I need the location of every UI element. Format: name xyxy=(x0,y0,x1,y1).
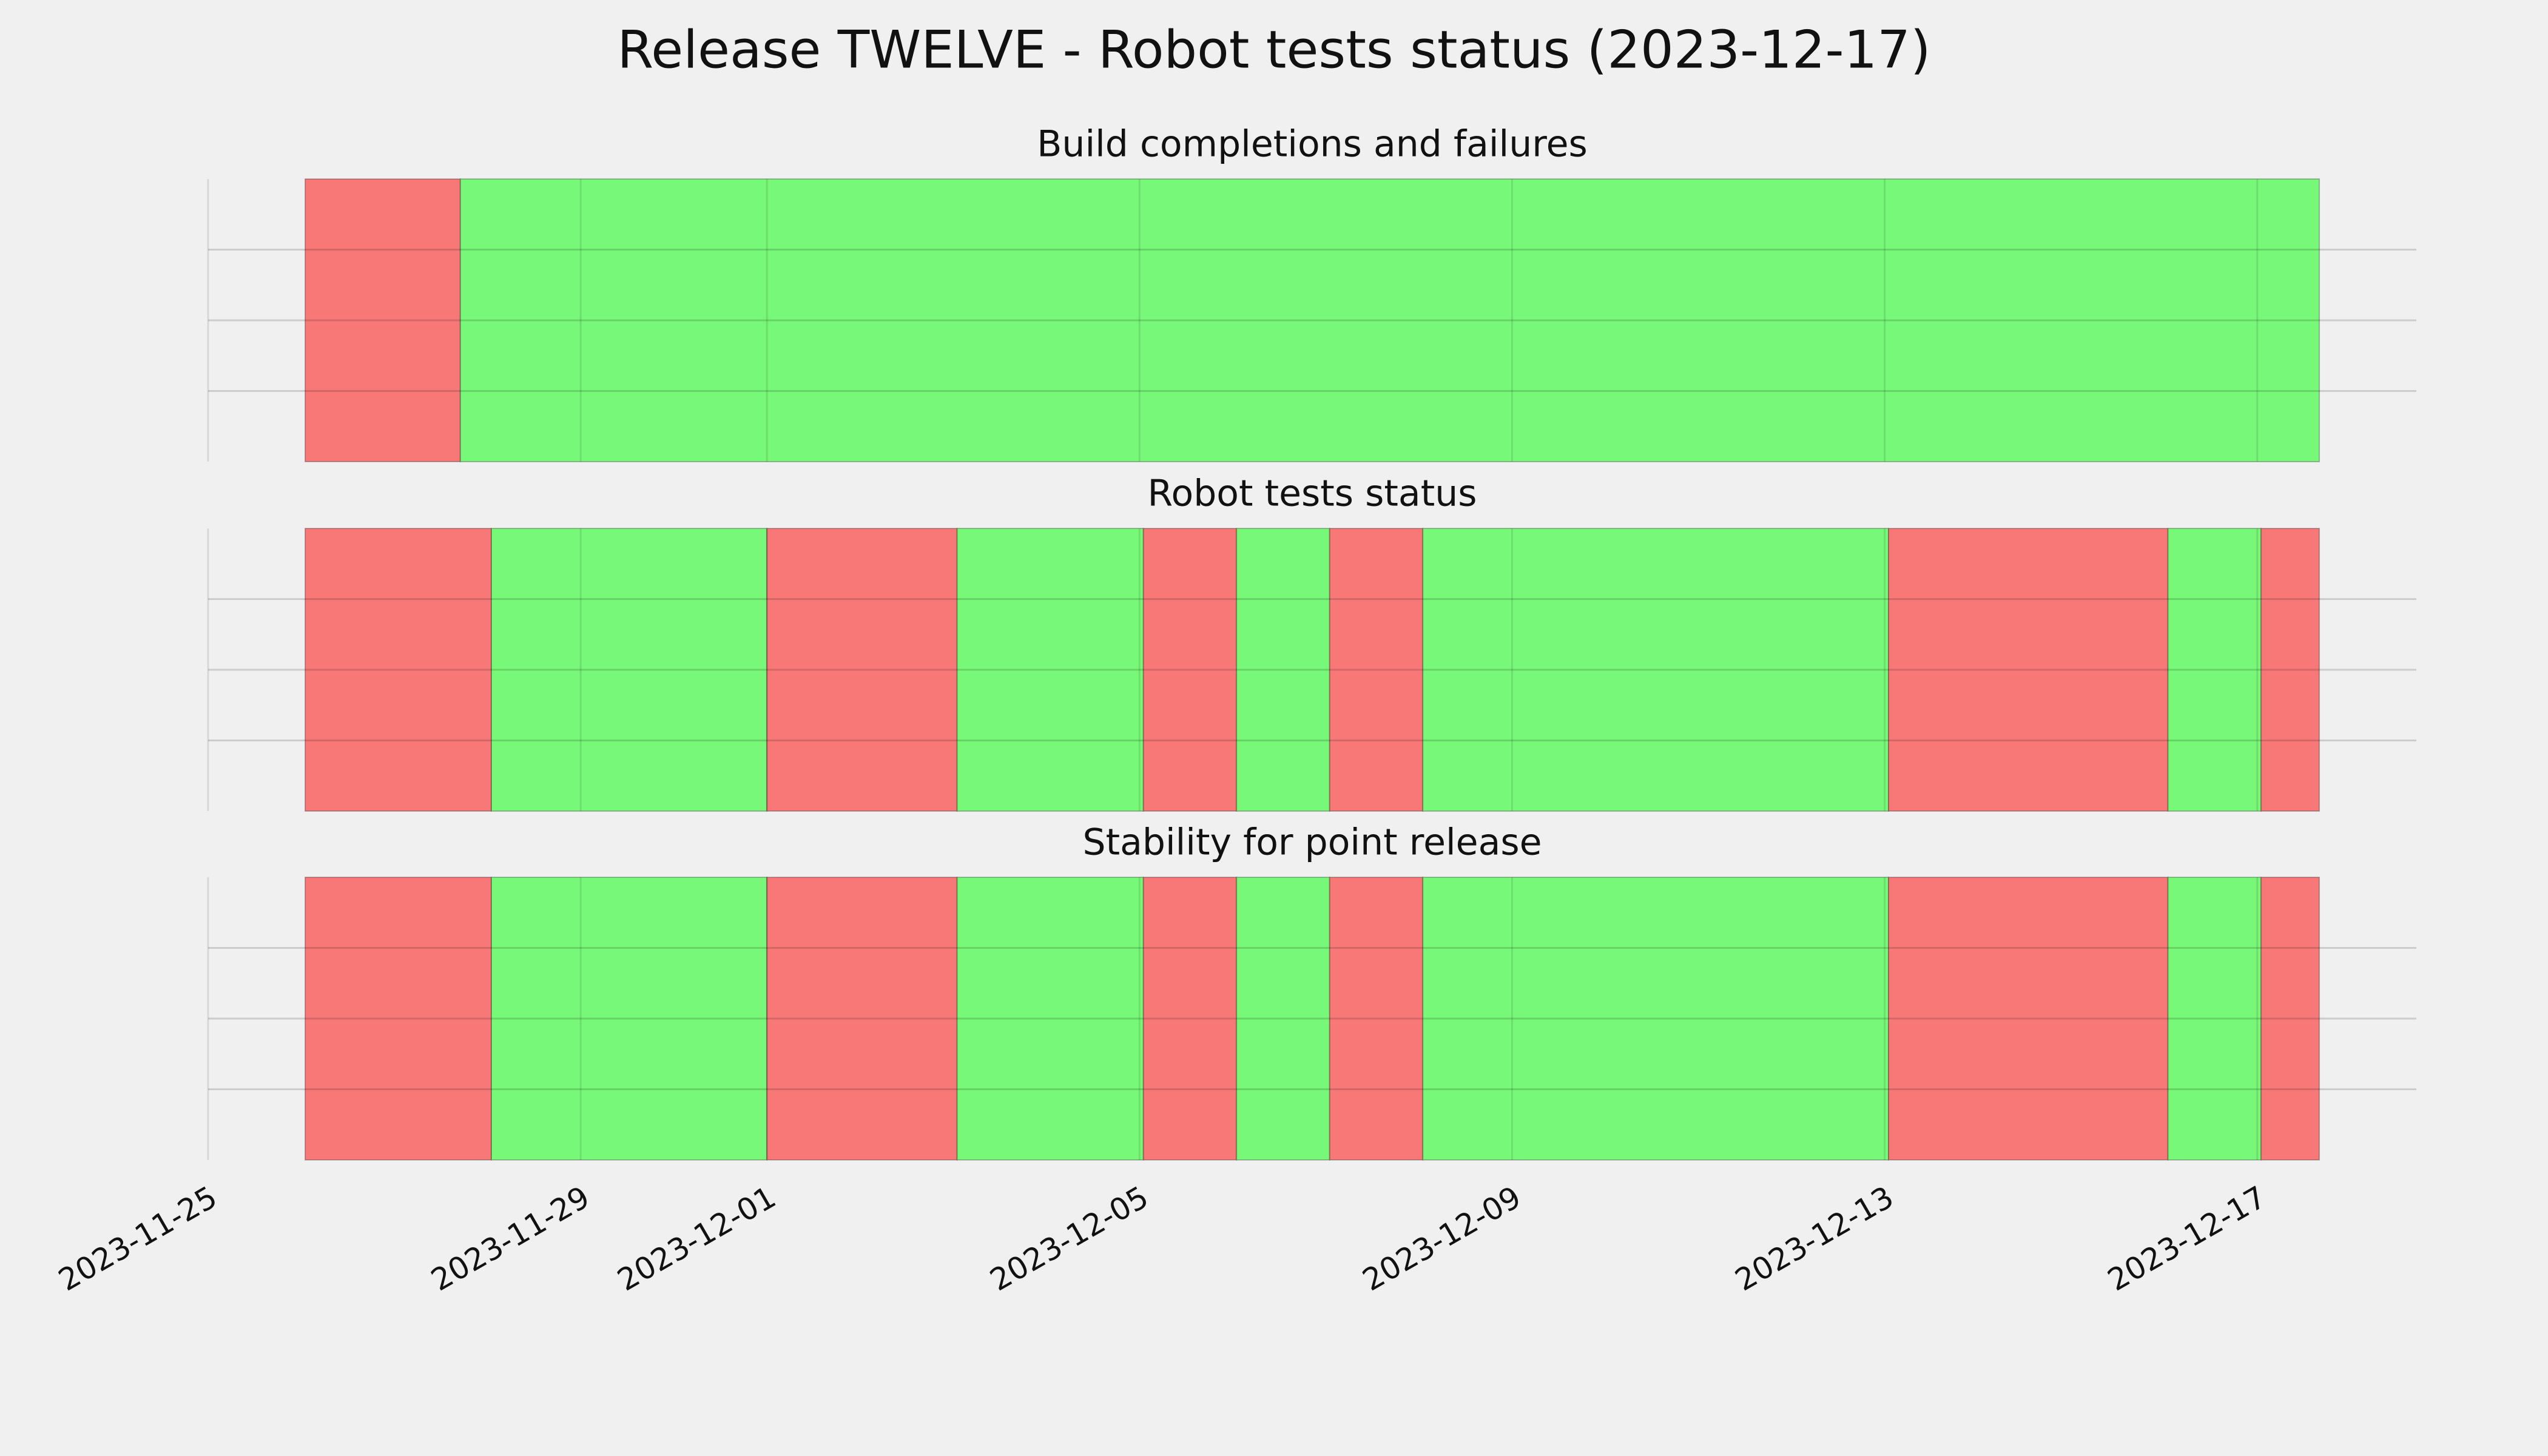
status-span xyxy=(1329,877,1424,1161)
status-span xyxy=(1236,877,1330,1161)
subplot-title: Robot tests status xyxy=(1147,473,1477,515)
subplot-title: Build completions and failures xyxy=(1037,123,1588,166)
status-span xyxy=(1887,528,2169,812)
status-span xyxy=(1422,528,1889,812)
status-span xyxy=(1142,877,1238,1161)
status-span xyxy=(459,178,2320,462)
status-span xyxy=(1142,528,1238,812)
status-span xyxy=(2260,877,2320,1161)
status-span xyxy=(304,877,492,1161)
status-span xyxy=(1422,877,1889,1161)
status-span xyxy=(304,528,492,812)
status-span xyxy=(2167,877,2262,1161)
status-span xyxy=(766,528,958,812)
status-span xyxy=(490,877,768,1161)
status-span xyxy=(2167,528,2262,812)
subplot-title: Stability for point release xyxy=(1082,821,1542,864)
status-span xyxy=(956,877,1144,1161)
status-span xyxy=(2260,528,2320,812)
status-span xyxy=(766,877,958,1161)
status-span xyxy=(956,528,1144,812)
status-span xyxy=(1887,877,2169,1161)
figure-title: Release TWELVE - Robot tests status (202… xyxy=(617,19,1930,80)
status-span xyxy=(304,178,461,462)
status-span xyxy=(1329,528,1424,812)
status-span xyxy=(490,528,768,812)
